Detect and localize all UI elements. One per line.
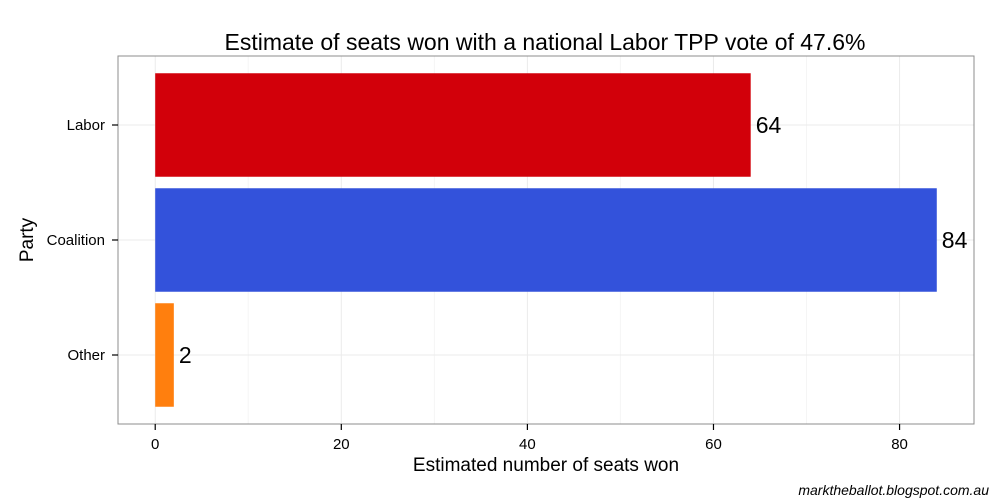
x-tick-label: 40 xyxy=(519,436,536,453)
data-labels: 64 84 2 xyxy=(179,112,968,368)
x-tick-label: 0 xyxy=(151,436,159,453)
x-axis: 0 20 40 60 80 xyxy=(151,424,908,453)
y-tick-label: Labor xyxy=(67,117,105,134)
data-label-labor: 64 xyxy=(756,112,782,138)
y-tick-label: Coalition xyxy=(47,232,105,249)
bar-coalition xyxy=(155,188,937,292)
bar-labor xyxy=(155,73,751,177)
data-label-coalition: 84 xyxy=(942,227,968,253)
x-tick-label: 20 xyxy=(333,436,350,453)
chart-title: Estimate of seats won with a national La… xyxy=(225,29,866,55)
bars xyxy=(155,73,937,407)
source-credit: marktheballot.blogspot.com.au xyxy=(798,482,989,498)
bar-other xyxy=(155,303,174,407)
x-tick-label: 60 xyxy=(705,436,722,453)
x-axis-title: Estimated number of seats won xyxy=(413,455,679,476)
y-axis: Labor Coalition Other xyxy=(47,117,118,364)
x-tick-label: 80 xyxy=(891,436,908,453)
data-label-other: 2 xyxy=(179,342,192,368)
y-tick-label: Other xyxy=(67,347,105,364)
y-axis-title: Party xyxy=(17,217,38,262)
